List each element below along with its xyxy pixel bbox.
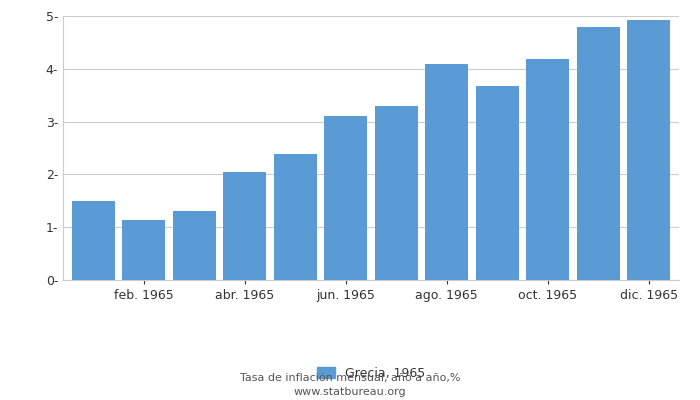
Bar	[526, 59, 569, 280]
Bar	[274, 154, 316, 280]
Bar	[223, 172, 266, 280]
Legend: Grecia, 1965: Grecia, 1965	[312, 362, 430, 385]
Bar	[426, 64, 468, 280]
Bar	[476, 86, 519, 280]
Bar	[72, 201, 115, 280]
Bar	[577, 26, 620, 280]
Text: Tasa de inflación mensual, año a año,%: Tasa de inflación mensual, año a año,%	[239, 373, 461, 383]
Text: www.statbureau.org: www.statbureau.org	[294, 387, 406, 397]
Bar	[122, 220, 165, 280]
Bar	[324, 116, 368, 280]
Bar	[627, 20, 670, 280]
Bar	[374, 106, 418, 280]
Bar	[173, 211, 216, 280]
